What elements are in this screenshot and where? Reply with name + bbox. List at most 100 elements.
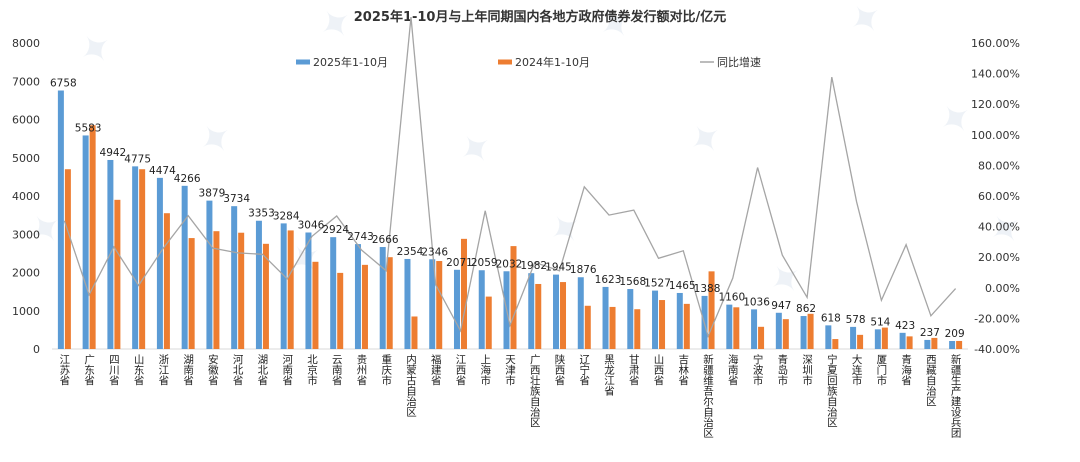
bar-2025 bbox=[330, 237, 336, 349]
bar-2025 bbox=[231, 206, 237, 349]
x-tick-label: 厦门市 bbox=[875, 354, 887, 386]
watermark-mark-3: ✦ bbox=[839, 0, 893, 48]
legend-label-2024: 2024年1-10月 bbox=[515, 55, 590, 69]
x-tick-label: 浙江省 bbox=[157, 354, 169, 386]
x-tick-label: 云南省 bbox=[331, 354, 343, 386]
data-label-2025: 2032 bbox=[496, 258, 523, 270]
data-label-2025: 2924 bbox=[322, 224, 349, 236]
watermark-mark-11: ✦ bbox=[679, 111, 733, 168]
bar-2024 bbox=[114, 200, 120, 349]
bar-2024 bbox=[585, 306, 591, 349]
x-tick-label: 江西省 bbox=[454, 354, 466, 386]
watermark-mark-10: ✦ bbox=[449, 121, 503, 178]
bar-2025 bbox=[627, 289, 633, 349]
x-tick-label: 陕西省 bbox=[554, 353, 566, 386]
bar-2024 bbox=[610, 307, 616, 349]
data-label-2025: 578 bbox=[846, 314, 866, 326]
bar-2025 bbox=[454, 270, 460, 349]
bar-2025 bbox=[281, 223, 287, 349]
bar-2024 bbox=[312, 262, 318, 349]
x-tick-label: 天津市 bbox=[504, 354, 516, 386]
bar-2025 bbox=[305, 232, 311, 349]
y-left-tick-label: 8000 bbox=[12, 37, 40, 50]
bar-2025 bbox=[726, 305, 732, 349]
bar-2024 bbox=[758, 327, 764, 349]
data-label-2025: 1945 bbox=[545, 262, 572, 274]
y-left-tick-label: 5000 bbox=[12, 152, 40, 165]
data-label-2025: 237 bbox=[920, 327, 940, 339]
data-label-2025: 1568 bbox=[619, 276, 646, 288]
x-tick-label: 甘肃省 bbox=[628, 353, 640, 386]
y-right-tick-label: 20.00% bbox=[978, 251, 1020, 264]
x-tick-label: 广东省 bbox=[83, 354, 95, 386]
bar-2024 bbox=[65, 169, 71, 349]
x-tick-label: 新疆生产建设兵团 bbox=[950, 353, 962, 439]
data-label-2025: 1388 bbox=[694, 283, 721, 295]
bar-2024 bbox=[139, 169, 145, 349]
watermark-mark-2: ✦ bbox=[589, 0, 643, 53]
y-left-tick-label: 0 bbox=[33, 343, 40, 356]
bar-2024 bbox=[337, 273, 343, 349]
chart-title: 2025年1-10月与上年同期国内各地方政府债券发行额对比/亿元 bbox=[354, 9, 726, 25]
data-label-2025: 2666 bbox=[372, 234, 399, 246]
bar-2025 bbox=[404, 259, 410, 349]
bar-2025 bbox=[132, 166, 138, 349]
bar-2025 bbox=[603, 287, 609, 349]
x-tick-label: 河南省 bbox=[281, 354, 293, 386]
y-right-tick-label: 160.00% bbox=[971, 37, 1020, 50]
x-tick-label: 安徽省 bbox=[207, 353, 219, 386]
data-label-2025: 1623 bbox=[595, 274, 622, 286]
bar-2025 bbox=[751, 309, 757, 349]
legend-label-2025: 2025年1-10月 bbox=[313, 55, 388, 69]
bar-2024 bbox=[684, 304, 690, 349]
bar-2024 bbox=[164, 213, 170, 349]
y-right-tick-label: -20.00% bbox=[974, 312, 1020, 325]
data-label-2025: 2071 bbox=[446, 257, 473, 269]
bar-2025 bbox=[182, 186, 188, 349]
data-label-2025: 3353 bbox=[248, 208, 275, 220]
x-tick-label: 宁夏回族自治区 bbox=[826, 353, 838, 427]
bar-2025 bbox=[875, 329, 881, 349]
bar-2025 bbox=[801, 316, 807, 349]
bar-2024 bbox=[857, 335, 863, 349]
y-axis-right: -40.00%-20.00%0.00%20.00%40.00%60.00%80.… bbox=[971, 37, 1020, 356]
data-label-2025: 5583 bbox=[75, 122, 102, 134]
data-label-2025: 1982 bbox=[520, 260, 547, 272]
watermark-mark-0: ✦ bbox=[69, 21, 123, 78]
watermark-mark-1: ✦ bbox=[309, 0, 363, 53]
data-label-2025: 2059 bbox=[471, 257, 498, 269]
x-tick-label: 海南省 bbox=[727, 353, 739, 386]
data-label-2025: 514 bbox=[870, 316, 890, 328]
bar-2024 bbox=[956, 341, 962, 349]
x-tick-label: 青岛市 bbox=[776, 353, 788, 386]
x-tick-label: 黑龙江省 bbox=[603, 354, 615, 397]
legend: 2025年1-10月 2024年1-10月 同比增速 bbox=[296, 55, 761, 69]
bar-2024 bbox=[238, 233, 244, 349]
y-left-tick-label: 6000 bbox=[12, 114, 40, 127]
legend-label-growth: 同比增速 bbox=[717, 55, 761, 69]
watermark-mark-9: ✦ bbox=[189, 111, 243, 168]
y-right-tick-label: 100.00% bbox=[971, 129, 1020, 142]
bar-2025 bbox=[553, 275, 559, 349]
data-label-2025: 4474 bbox=[149, 165, 176, 177]
x-tick-label: 辽宁省 bbox=[578, 354, 590, 386]
bar-2025 bbox=[380, 247, 386, 349]
data-label-2025: 2743 bbox=[347, 231, 374, 243]
data-label-2025: 4266 bbox=[174, 173, 201, 185]
x-tick-label: 宁波市 bbox=[752, 353, 764, 386]
data-label-2025: 3879 bbox=[199, 188, 226, 200]
bar-2025 bbox=[900, 333, 906, 349]
bar-2024 bbox=[733, 307, 739, 349]
data-label-2025: 1036 bbox=[743, 296, 770, 308]
x-tick-label: 山西省 bbox=[653, 354, 665, 386]
y-right-tick-label: 0.00% bbox=[985, 282, 1020, 295]
y-left-tick-label: 2000 bbox=[12, 267, 40, 280]
data-label-2025: 947 bbox=[771, 300, 791, 312]
y-left-tick-label: 1000 bbox=[12, 305, 40, 318]
x-axis-labels: 江苏省广东省四川省山东省浙江省湖南省安徽省河北省湖北省河南省北京市云南省贵州省重… bbox=[58, 353, 961, 439]
bar-2025 bbox=[58, 91, 64, 349]
bar-2024 bbox=[931, 338, 937, 349]
bar-2025 bbox=[528, 273, 534, 349]
